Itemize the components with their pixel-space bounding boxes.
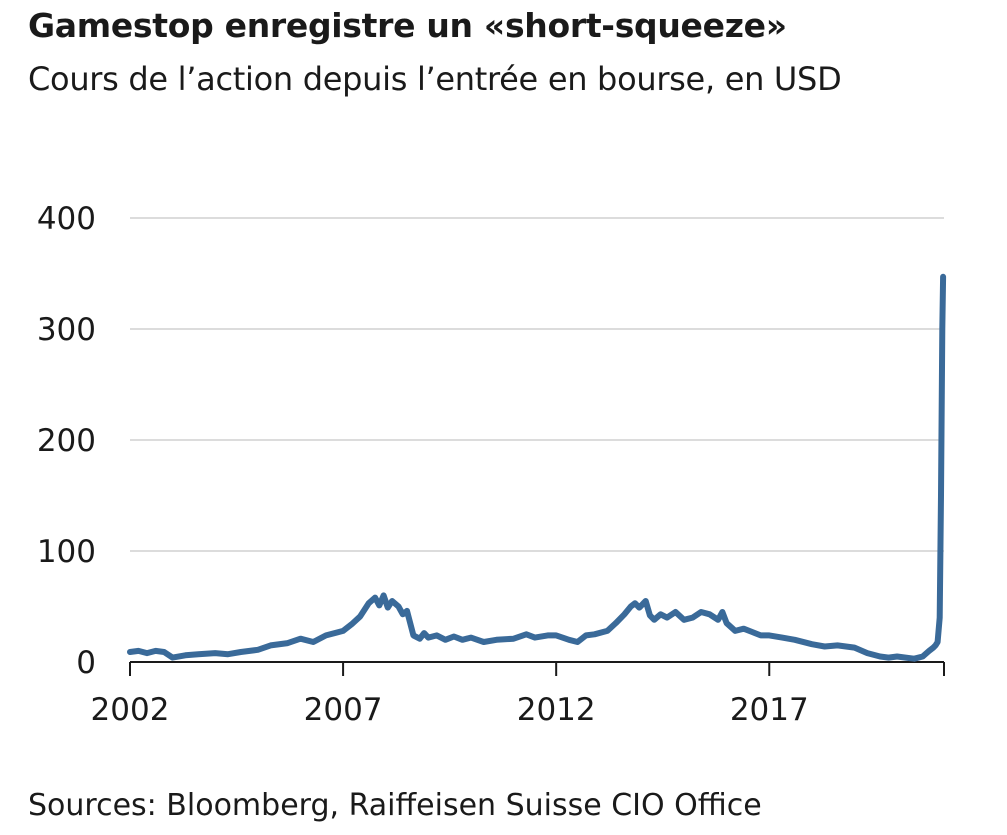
series-layer bbox=[127, 273, 947, 662]
series-line-0 bbox=[127, 273, 947, 662]
y-axis-ticks: 0 100 200 300 400 bbox=[37, 201, 96, 681]
y-tick-label: 300 bbox=[37, 312, 96, 348]
y-tick-label: 200 bbox=[37, 423, 96, 459]
y-tick-label: 0 bbox=[76, 645, 96, 681]
y-tick-label: 100 bbox=[37, 534, 96, 570]
x-tick-label: 2017 bbox=[730, 692, 809, 728]
chart-subtitle: Cours de l’action depuis l’entrée en bou… bbox=[28, 60, 842, 98]
x-tick-label: 2007 bbox=[304, 692, 383, 728]
x-axis: 2002 2007 2012 2017 bbox=[91, 661, 945, 728]
y-tick-label: 400 bbox=[37, 201, 96, 237]
x-tick-label: 2012 bbox=[517, 692, 596, 728]
chart-source: Sources: Bloomberg, Raiffeisen Suisse CI… bbox=[28, 788, 762, 823]
x-tick-label: 2002 bbox=[91, 692, 170, 728]
chart-title: Gamestop enregistre un «short-squeeze» bbox=[28, 6, 787, 45]
gridlines bbox=[130, 217, 944, 552]
